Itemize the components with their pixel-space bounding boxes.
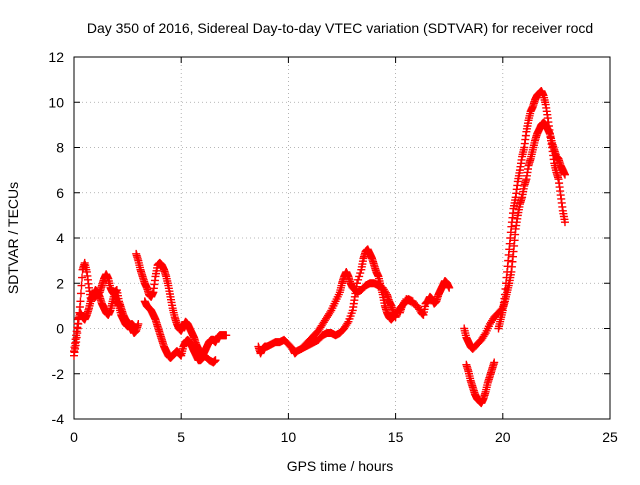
x-axis-ticks: 0 5 10 15 20 25 [70,57,618,445]
y-tick-label: 0 [56,321,64,337]
y-tick-label: -4 [52,411,65,427]
data-point-marker [560,170,569,179]
series-sat-i [462,358,499,408]
y-axis-label: SDTVAR / TECUs [5,182,21,294]
data-series [70,86,569,408]
data-point-marker [560,218,569,227]
data-point-marker [76,297,85,306]
data-point-marker [445,283,454,292]
y-tick-label: 4 [56,230,64,246]
x-axis-label: GPS time / hours [287,458,394,474]
data-point-marker [77,281,86,290]
data-point-marker [134,319,143,328]
y-tick-label: 2 [56,275,64,291]
data-point-marker [78,273,87,282]
y-tick-label: 6 [56,185,64,201]
x-tick-label: 5 [177,429,185,445]
y-axis-ticks: -4 -2 0 2 4 6 8 10 12 [48,49,610,427]
series-sat-d [140,297,220,367]
x-tick-label: 0 [70,429,78,445]
data-point-marker [356,269,365,278]
y-tick-label: 10 [48,94,64,110]
series-sat-j [494,86,569,333]
data-point-marker [355,272,364,281]
x-tick-label: 15 [388,429,404,445]
data-point-marker [353,279,362,288]
data-point-marker [76,289,85,298]
x-tick-label: 10 [281,429,297,445]
y-tick-label: 12 [48,49,64,65]
x-tick-label: 25 [602,429,618,445]
series-sat-b [70,286,143,356]
y-tick-label: 8 [56,140,64,156]
data-point-marker [211,356,220,365]
data-point-marker [490,358,499,367]
y-tick-label: -2 [52,366,65,382]
data-point-marker [222,331,231,340]
data-point-marker [354,275,363,284]
chart-title: Day 350 of 2016, Sidereal Day-to-day VTE… [87,20,593,36]
data-point-marker [343,319,352,328]
series-sat-g [395,276,454,319]
x-tick-label: 20 [495,429,511,445]
